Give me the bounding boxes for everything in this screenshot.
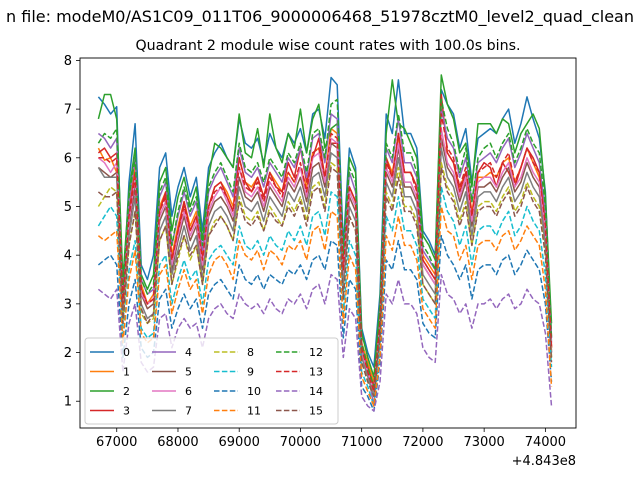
series-line-2 [97, 74, 553, 378]
series-line-15 [97, 166, 553, 398]
legend-label-10: 10 [247, 385, 261, 398]
x-tick-label: 71000 [341, 435, 382, 450]
series-line-0 [97, 76, 553, 368]
chart-title: Quadrant 2 module wise count rates with … [135, 38, 520, 54]
legend-label-2: 2 [123, 385, 130, 398]
y-tick-label: 5 [64, 200, 72, 215]
x-tick-label: 67000 [96, 435, 137, 450]
series-line-7 [97, 147, 553, 398]
y-tick-label: 8 [64, 54, 72, 69]
x-tick-label: 73000 [463, 435, 504, 450]
y-tick-label: 4 [64, 249, 72, 264]
legend-label-7: 7 [185, 405, 192, 418]
legend-label-1: 1 [123, 366, 130, 379]
legend-label-5: 5 [185, 366, 192, 379]
x-tick-label: 68000 [157, 435, 198, 450]
plot-area [97, 74, 553, 412]
x-axis: 67000 68000 69000 70000 71000 72000 73000 74000 [96, 428, 566, 450]
x-tick-label: 74000 [525, 435, 566, 450]
legend-label-15: 15 [309, 405, 323, 418]
series-line-13 [98, 113, 553, 393]
y-tick-label: 3 [64, 297, 72, 312]
series-line-10 [97, 234, 553, 412]
axes-frame [79, 57, 577, 429]
x-tick-label: 70000 [280, 435, 321, 450]
series-line-12 [97, 98, 553, 388]
x-tick-label: 72000 [402, 435, 443, 450]
series-line-6 [97, 127, 553, 393]
legend-label-0: 0 [123, 346, 130, 359]
legend-box [84, 337, 339, 425]
legend-label-11: 11 [247, 405, 261, 418]
legend-label-3: 3 [123, 405, 130, 418]
y-tick-label: 1 [64, 395, 72, 410]
legend-label-12: 12 [309, 346, 323, 359]
legend-label-6: 6 [185, 385, 192, 398]
y-tick-label: 7 [64, 103, 72, 118]
series-line-11 [97, 205, 553, 407]
series-line-9 [97, 186, 553, 407]
figure-suptitle: n file: modeM0/AS1C09_011T06_9000006468_… [6, 7, 634, 27]
x-axis-offset-label: +4.843e8 [512, 454, 576, 469]
legend-label-13: 13 [309, 366, 323, 379]
legend-label-8: 8 [247, 346, 254, 359]
x-tick-label: 69000 [219, 435, 260, 450]
legend-label-14: 14 [309, 385, 323, 398]
series-line-5 [97, 137, 553, 393]
legend-label-9: 9 [247, 366, 254, 379]
y-tick-label: 6 [64, 151, 72, 166]
legend-label-4: 4 [185, 346, 192, 359]
y-axis: 1 2 3 4 5 6 7 8 [64, 54, 80, 410]
y-tick-label: 2 [64, 346, 72, 361]
